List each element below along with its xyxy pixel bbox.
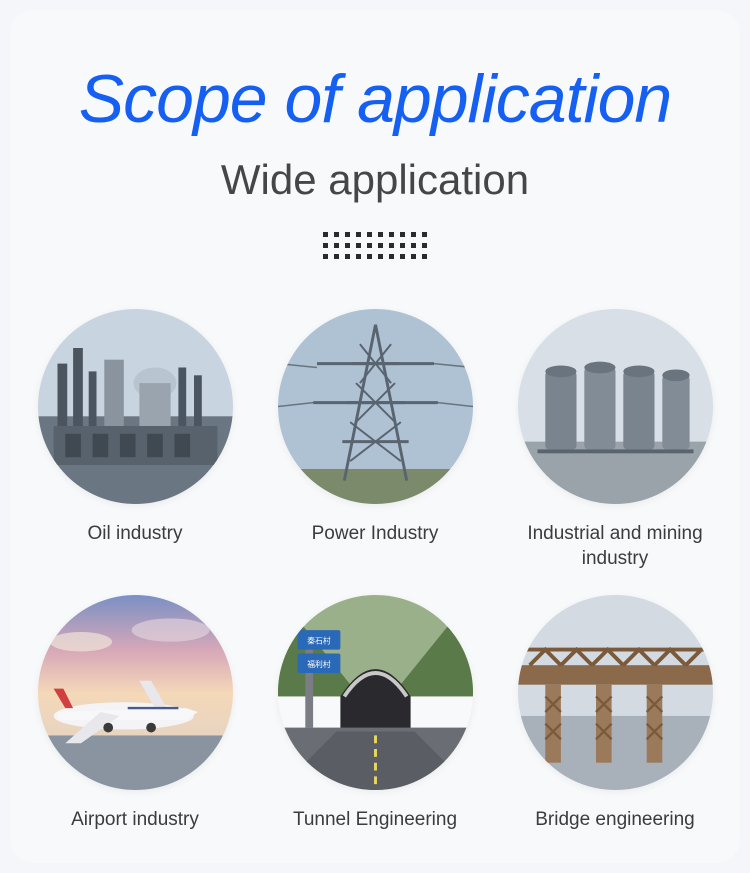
industrial-silos-image [518, 309, 713, 504]
page-title: Scope of application [79, 60, 671, 138]
item-label: Airport industry [71, 808, 199, 833]
airplane-airport-image [38, 595, 233, 790]
item-airport-industry: Airport industry [30, 595, 240, 833]
svg-text:秦石村: 秦石村 [307, 636, 331, 646]
item-label: Bridge engineering [535, 808, 695, 833]
decorative-dots [323, 232, 427, 259]
item-oil-industry: Oil industry [30, 309, 240, 571]
item-label: Tunnel Engineering [293, 808, 457, 833]
power-transmission-tower-image [278, 309, 473, 504]
svg-text:福利村: 福利村 [307, 660, 331, 670]
item-label: Oil industry [87, 522, 182, 547]
road-tunnel-image: 秦石村 福利村 [278, 595, 473, 790]
page-subtitle: Wide application [221, 156, 529, 204]
item-bridge-engineering: Bridge engineering [510, 595, 720, 833]
application-card: Scope of application Wide application [10, 10, 740, 863]
oil-refinery-image [38, 309, 233, 504]
item-mining-industry: Industrial and mining industry [510, 309, 720, 571]
item-tunnel-engineering: 秦石村 福利村 Tunnel Engineering [270, 595, 480, 833]
item-power-industry: Power Industry [270, 309, 480, 571]
item-label: Industrial and mining industry [510, 522, 720, 571]
bridge-construction-image [518, 595, 713, 790]
item-label: Power Industry [312, 522, 439, 547]
items-grid: Oil industry Power Industry [30, 309, 720, 833]
